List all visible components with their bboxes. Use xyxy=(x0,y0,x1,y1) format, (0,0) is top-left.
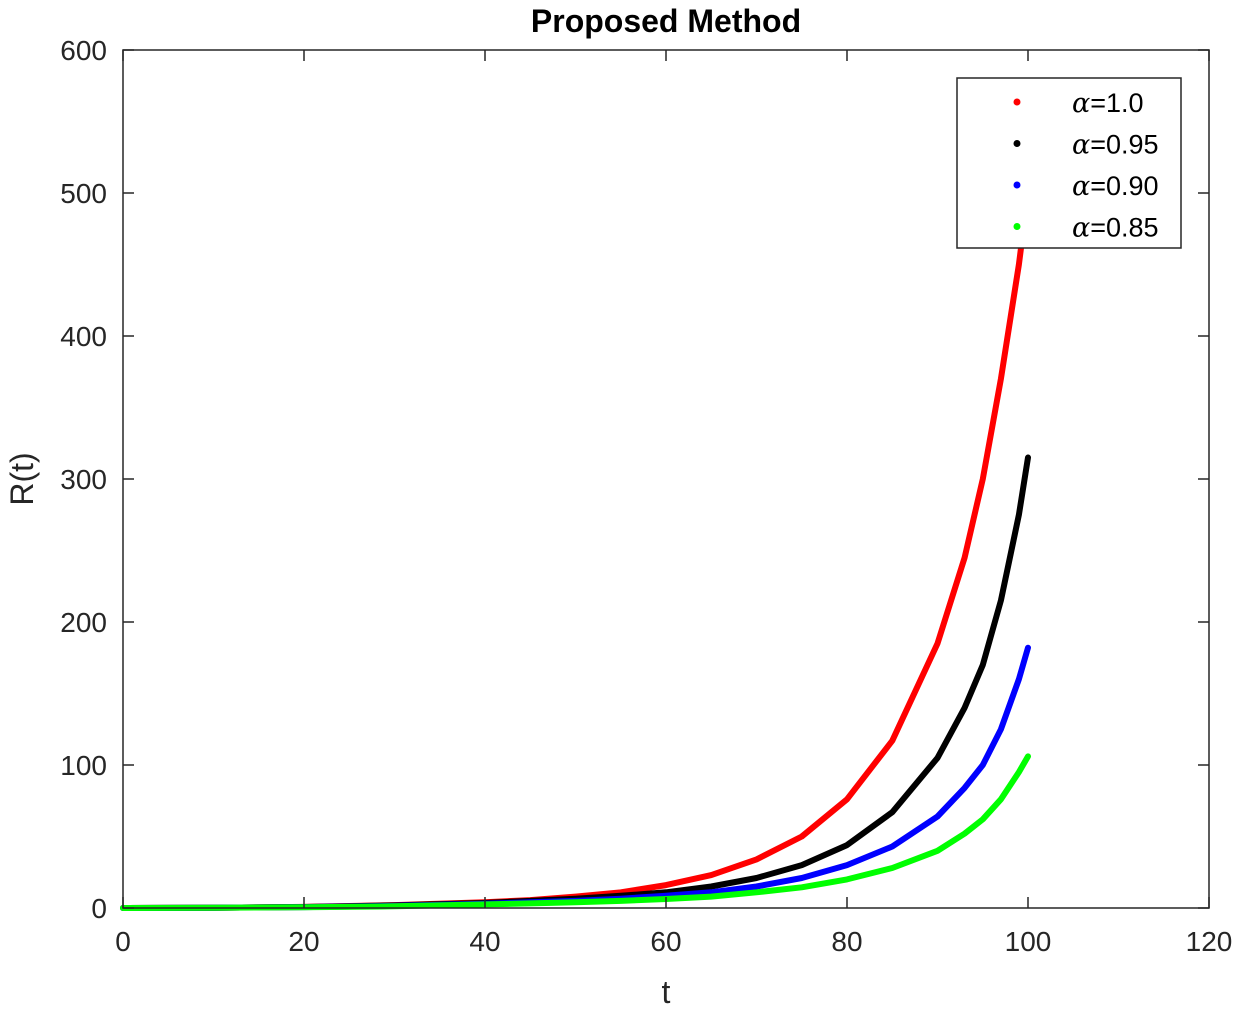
legend-marker xyxy=(1013,181,1021,189)
x-tick-label: 60 xyxy=(650,926,681,957)
legend-entry: α=1.0 xyxy=(1072,88,1144,119)
y-tick-label: 600 xyxy=(60,35,107,66)
x-tick-label: 100 xyxy=(1005,926,1052,957)
series-line-3 xyxy=(120,753,1031,911)
legend-marker xyxy=(1013,98,1021,106)
y-tick-label: 0 xyxy=(91,893,107,924)
y-tick-label: 300 xyxy=(60,464,107,495)
chart-title: Proposed Method xyxy=(531,3,801,39)
legend: α=1.0α=0.95α=0.90α=0.85 xyxy=(956,77,1182,249)
legend-marker xyxy=(1013,140,1021,147)
y-tick-label: 200 xyxy=(60,607,107,638)
legend-alpha-symbol: α xyxy=(1072,130,1090,161)
legend-marker xyxy=(1013,223,1021,230)
axis-ticks xyxy=(122,49,1210,909)
x-tick-label: 120 xyxy=(1186,926,1233,957)
legend-alpha-symbol: α xyxy=(1072,213,1090,244)
x-tick-label: 80 xyxy=(831,926,862,957)
legend-entry: α=0.85 xyxy=(1072,213,1159,244)
tick-labels: 0 20 40 60 80 100 120 0 100 200 300 400 500 600 xyxy=(60,35,1232,957)
x-tick-label: 20 xyxy=(288,926,319,957)
x-tick-label: 40 xyxy=(469,926,500,957)
legend-alpha-symbol: α xyxy=(1072,88,1090,119)
legend-box xyxy=(956,77,1182,249)
legend-entry: α=0.90 xyxy=(1072,171,1159,202)
y-axis-label: R(t) xyxy=(4,452,40,505)
legend-entry: α=0.95 xyxy=(1072,130,1159,161)
legend-value: =1.0 xyxy=(1090,88,1143,118)
legend-value: =0.90 xyxy=(1090,171,1158,201)
legend-value: =0.85 xyxy=(1090,213,1158,243)
series-line-0 xyxy=(120,190,1031,911)
y-tick-label: 400 xyxy=(60,321,107,352)
legend-alpha-symbol: α xyxy=(1072,171,1090,202)
y-tick-label: 500 xyxy=(60,178,107,209)
y-tick-label: 100 xyxy=(60,750,107,781)
legend-value: =0.95 xyxy=(1090,130,1158,160)
x-tick-label: 0 xyxy=(115,926,131,957)
series-line-1 xyxy=(120,454,1031,911)
x-axis-label: t xyxy=(662,974,671,1010)
plot-lines xyxy=(120,190,1031,911)
